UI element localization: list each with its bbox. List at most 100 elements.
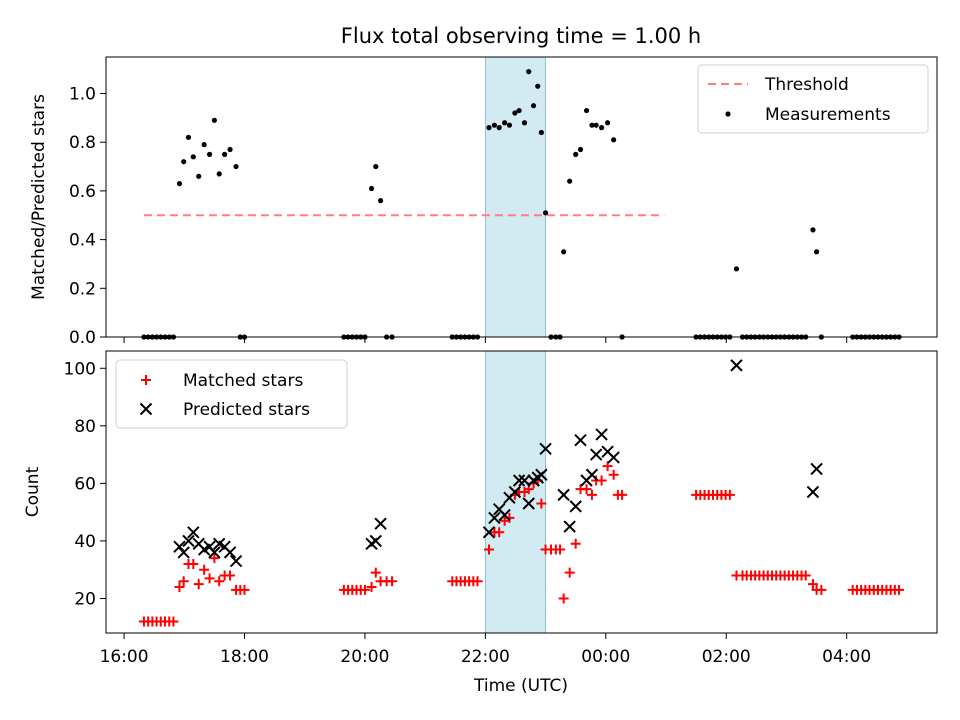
bottom-y-tick-label: 40 xyxy=(74,532,96,552)
measurement-point xyxy=(222,151,228,157)
matched-star-point xyxy=(359,584,370,595)
bottom-x-tick-label: 22:00 xyxy=(461,647,510,667)
measurement-point xyxy=(535,83,541,89)
legend-matched-label: Matched stars xyxy=(183,371,303,391)
measurement-point xyxy=(216,171,222,177)
measurement-point xyxy=(206,151,213,157)
measurement-point xyxy=(227,146,233,153)
top-legend-box xyxy=(697,64,929,134)
predicted-star-point xyxy=(539,442,552,456)
matched-star-point xyxy=(800,570,811,581)
measurement-point xyxy=(589,122,595,128)
top-panel: 0.0 0.2 0.4 0.6 0.8 1.0 Threshold Measurements xyxy=(69,56,938,348)
measurement-point xyxy=(368,185,375,192)
measurement-point xyxy=(201,142,207,148)
matched-star-point xyxy=(239,584,250,595)
predicted-star-point xyxy=(173,540,186,553)
matched-star-point xyxy=(178,576,189,587)
matched-star-point xyxy=(608,469,619,480)
matched-star-point xyxy=(586,489,597,500)
predicted-star-point xyxy=(229,554,243,568)
measurement-point xyxy=(561,249,567,255)
matched-star-point xyxy=(570,538,581,549)
legend-measurements-swatch xyxy=(725,111,731,117)
measurement-point xyxy=(502,120,508,126)
measurement-point xyxy=(486,125,492,131)
bottom-x-tick-label: 18:00 xyxy=(220,647,269,667)
measurement-point xyxy=(583,107,590,114)
matched-star-point xyxy=(555,544,566,555)
legend-predicted-swatch xyxy=(139,402,153,416)
bottom-y-axis-label: Count xyxy=(23,466,43,517)
matched-star-point xyxy=(807,579,818,590)
measurement-point xyxy=(491,122,498,128)
measurement-point xyxy=(573,151,579,157)
chart-title: Flux total observing time = 1.00 h xyxy=(341,24,701,48)
measurement-point xyxy=(542,210,549,216)
top-y-axis-label: Matched/Predicted stars xyxy=(29,94,49,300)
matched-star-point xyxy=(193,579,204,590)
bottom-axes-frame xyxy=(105,350,938,634)
predicted-star-point xyxy=(512,474,526,487)
top-legend: Threshold Measurements xyxy=(697,64,929,134)
measurement-point xyxy=(512,110,518,116)
legend-threshold-label: Threshold xyxy=(764,75,849,95)
predicted-star-point xyxy=(595,428,608,441)
bottom-y-tick-label: 60 xyxy=(74,474,96,494)
top-shaded-span xyxy=(484,56,546,338)
measurement-point xyxy=(185,134,192,140)
measurement-point xyxy=(810,227,816,233)
matched-star-point xyxy=(225,570,236,581)
bottom-x-tick-label: 04:00 xyxy=(822,647,871,667)
measurement-point xyxy=(377,198,384,204)
predicted-star-point xyxy=(187,526,200,539)
measurement-point xyxy=(496,125,502,131)
x-axis-label: Time (UTC) xyxy=(473,676,568,696)
predicted-star-point xyxy=(730,359,743,372)
measurement-point xyxy=(516,107,522,114)
measurement-point xyxy=(181,159,187,165)
matched-star-point xyxy=(558,593,569,604)
predicted-star-point xyxy=(557,488,570,502)
matched-star-point xyxy=(816,584,827,595)
matched-star-point xyxy=(536,498,547,509)
measurement-point xyxy=(196,173,202,179)
predicted-star-point xyxy=(569,500,582,513)
matched-star-point xyxy=(602,461,613,472)
top-y-tick-label: 0.6 xyxy=(69,182,96,202)
bottom-x-tick-label: 02:00 xyxy=(702,647,751,667)
predicted-star-point xyxy=(522,497,535,510)
matched-star-point xyxy=(564,567,575,578)
predicted-star-point xyxy=(585,468,599,481)
matched-star-point xyxy=(617,489,628,500)
matched-star-point xyxy=(596,475,607,486)
matched-star-point xyxy=(188,558,199,569)
predicted-star-point xyxy=(223,546,237,559)
legend-matched-swatch xyxy=(141,375,151,385)
bottom-y-tick-label: 20 xyxy=(74,589,96,609)
predicted-star-point xyxy=(482,526,496,539)
predicted-star-point xyxy=(518,474,531,487)
matched-star-point xyxy=(894,584,905,595)
measurement-point xyxy=(538,129,544,136)
top-axes-frame xyxy=(105,56,938,338)
measurement-point xyxy=(530,103,537,109)
measurement-point xyxy=(813,249,820,255)
matched-star-point xyxy=(483,544,494,555)
top-y-tick-label: 0.4 xyxy=(69,231,96,251)
measurement-point xyxy=(526,69,532,75)
measurement-point xyxy=(611,137,617,143)
predicted-star-point xyxy=(177,546,190,559)
predicted-star-point xyxy=(589,448,603,461)
predicted-star-point xyxy=(607,451,620,464)
measurement-point xyxy=(190,154,196,160)
predicted-star-point xyxy=(374,517,387,530)
predicted-star-point xyxy=(810,462,823,476)
matched-star-point xyxy=(204,573,215,584)
legend-predicted-label: Predicted stars xyxy=(183,400,310,420)
matched-star-point xyxy=(581,484,592,495)
matched-star-point xyxy=(209,553,220,564)
top-y-tick-label: 0.2 xyxy=(69,279,96,299)
